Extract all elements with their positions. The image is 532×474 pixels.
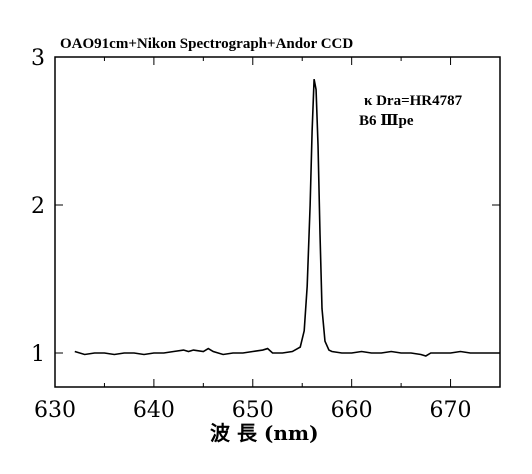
- plot-frame: [54, 56, 501, 388]
- y-tick-label: 3: [31, 46, 45, 71]
- x-tick-label: 630: [34, 398, 76, 423]
- spectral-type-label: B6 Ⅲpe: [359, 113, 414, 129]
- y-tick-label: 1: [31, 342, 45, 367]
- x-tick-label: 650: [232, 398, 274, 423]
- x-axis-label: 波 長 (nm): [210, 421, 319, 445]
- y-tick-label: 2: [31, 194, 45, 219]
- axis-ticks: [54, 56, 500, 387]
- star-name-label: κ Dra=HR4787: [364, 93, 463, 109]
- x-tick-label: 640: [133, 398, 175, 423]
- axis-tick-labels: 630 640 650 660 670 1 2 3: [31, 46, 472, 423]
- chart-title: OAO91cm+Nikon Spectrograph+Andor CCD: [60, 36, 353, 52]
- spectrum-line: [74, 79, 500, 357]
- x-tick-label: 670: [430, 398, 472, 423]
- x-tick-label: 660: [331, 398, 373, 423]
